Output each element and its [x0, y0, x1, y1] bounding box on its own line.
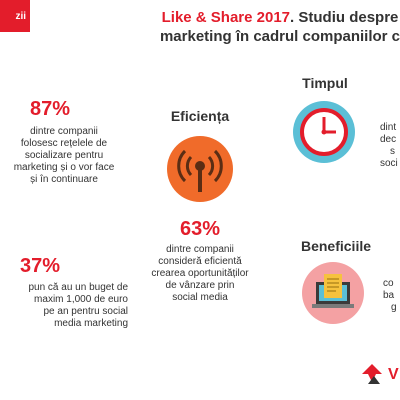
logo-text: V: [388, 366, 399, 383]
title-accent: Like & Share 2017: [161, 9, 291, 26]
page-title: Like & Share 2017. Studiu despre marketi…: [150, 8, 400, 46]
stat-63-line: consideră eficientă: [158, 256, 242, 267]
beneficiile-description: co ba g: [383, 278, 400, 314]
brand-logo: V: [360, 360, 400, 400]
section-tab-label: zii: [15, 10, 26, 22]
stat-87-line: socializare pentru: [24, 150, 104, 161]
clock-icon: [293, 101, 355, 163]
stat-37-line: media marketing: [54, 318, 128, 329]
stat-63-line: social media: [172, 292, 228, 303]
timpul-line: soci: [380, 158, 398, 169]
laptop-document-icon: [302, 262, 364, 324]
stat-63-description: dintre companii consideră eficientă crea…: [140, 244, 260, 304]
stat-63-line: de vânzare prin: [165, 280, 235, 291]
timpul-line: dint: [380, 122, 397, 133]
stat-63-value: 63%: [179, 218, 221, 240]
title-line-1: Like & Share 2017. Studiu despre: [150, 8, 400, 27]
stat-87-line: dintre companii: [30, 126, 98, 137]
stat-87-line: și în continuare: [30, 174, 98, 185]
stat-37-line: maxim 1,000 de euro: [34, 294, 128, 305]
broadcast-antenna-icon: [167, 136, 233, 202]
stat-37-value: 37%: [19, 255, 61, 277]
stat-87-line: marketing și o vor face: [13, 162, 115, 173]
timpul-description: dint dec s soci: [380, 122, 400, 170]
title-rest: . Studiu despre: [290, 9, 399, 26]
red-arrow-logo-icon: [362, 364, 382, 384]
stat-87-value: 87%: [29, 98, 71, 120]
stat-87-description: dintre companii folosesc rețelele de soc…: [0, 126, 128, 186]
timpul-line: dec: [380, 134, 397, 145]
stat-37-description: pun că au un buget de maxim 1,000 de eur…: [0, 282, 128, 330]
beneficiile-line: g: [391, 302, 397, 313]
beneficiile-line: co: [383, 278, 394, 289]
eficienta-heading: Eficiența: [170, 108, 230, 124]
beneficiile-heading: Beneficiile: [300, 238, 372, 254]
title-line-2: marketing în cadrul companiilor c: [159, 28, 400, 45]
stat-37-line: pe an pentru social: [43, 306, 128, 317]
stat-63-line: dintre companii: [166, 244, 234, 255]
section-tab[interactable]: zii: [0, 0, 30, 32]
stat-37-line: pun că au un buget de: [28, 282, 128, 293]
beneficiile-line: ba: [383, 290, 395, 301]
timpul-line: s: [390, 146, 395, 157]
timpul-heading: Timpul: [302, 75, 348, 91]
stat-63-line: crearea oportunităților: [151, 268, 249, 279]
stat-87-line: folosesc rețelele de: [20, 138, 108, 149]
